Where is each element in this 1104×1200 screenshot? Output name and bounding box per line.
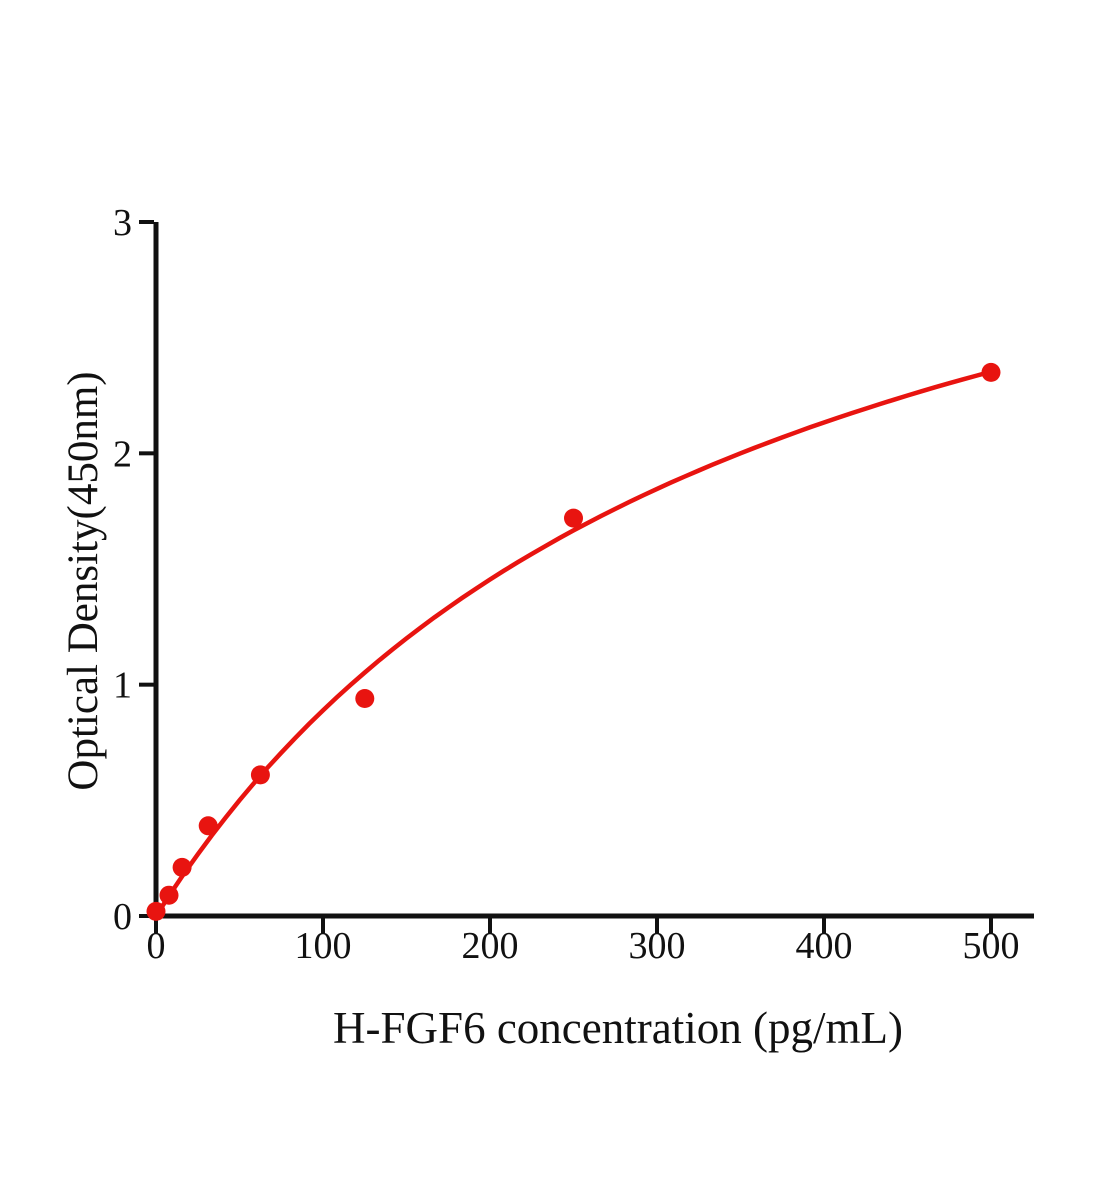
x-tick-label: 0 [147, 925, 166, 967]
x-tick-label: 400 [796, 925, 853, 967]
y-axis-title: Optical Density(450nm) [60, 371, 107, 790]
x-tick-label: 500 [963, 925, 1020, 967]
y-tick-group: 0 1 2 3 [113, 202, 154, 938]
x-axis-title: H-FGF6 concentration (pg/mL) [333, 1003, 903, 1053]
data-point [564, 508, 583, 528]
x-tick-label: 200 [462, 925, 519, 967]
x-tick-label: 100 [295, 925, 352, 967]
x-tick-label: 300 [629, 925, 686, 967]
data-point [198, 816, 218, 836]
axes [153, 222, 1034, 919]
data-point [355, 689, 375, 708]
y-tick-label: 3 [113, 202, 132, 244]
y-tick-label: 2 [113, 433, 132, 475]
y-tick-label: 1 [113, 665, 132, 707]
data-point [250, 765, 270, 785]
data-point [159, 885, 179, 905]
data-point [146, 901, 166, 921]
data-points-group [146, 362, 1001, 921]
fit-curve [153, 369, 994, 919]
data-point [172, 857, 192, 877]
y-tick-label: 0 [113, 896, 132, 938]
x-tick-group: 0 100 200 300 400 500 [147, 918, 1020, 967]
data-point [981, 362, 1001, 382]
